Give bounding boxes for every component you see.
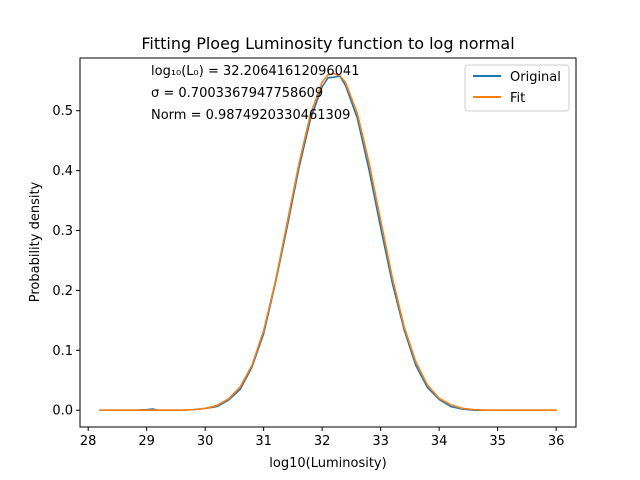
x-tick-label: 30 <box>197 434 214 449</box>
plot-frame <box>79 57 577 428</box>
x-tick-label: 29 <box>138 434 155 449</box>
y-tick-label: 0.1 <box>52 344 73 359</box>
x-tick-label: 32 <box>314 434 331 449</box>
x-tick-label: 28 <box>80 434 97 449</box>
annotation-norm: Norm = 0.9874920330461309 <box>151 108 350 123</box>
x-axis: 28 29 30 31 32 33 34 35 36 <box>80 427 564 449</box>
chart-title: Fitting Ploeg Luminosity function to log… <box>141 34 514 53</box>
y-tick-label: 0.3 <box>52 224 73 239</box>
annotation-sigma: σ = 0.7003367947758609 <box>151 86 323 101</box>
x-tick-label: 33 <box>372 434 389 449</box>
y-axis: 0.0 0.1 0.2 0.3 0.4 0.5 <box>52 104 80 419</box>
series-line-original <box>99 75 557 412</box>
legend-label-original: Original <box>510 70 561 85</box>
x-tick-label: 34 <box>431 434 448 449</box>
y-tick-label: 0.4 <box>52 164 73 179</box>
y-tick-label: 0.5 <box>52 104 73 119</box>
x-tick-label: 35 <box>489 434 506 449</box>
annotation-log-l0: log₁₀(L₀) = 32.20641612096041 <box>151 64 359 79</box>
x-tick-label: 36 <box>548 434 565 449</box>
plot-lines <box>99 72 557 412</box>
legend: Original Fit <box>464 64 570 112</box>
x-tick-label: 31 <box>255 434 272 449</box>
y-axis-label: Probability density <box>28 181 43 302</box>
x-axis-label: log10(Luminosity) <box>269 456 386 471</box>
legend-label-fit: Fit <box>510 91 525 106</box>
y-tick-label: 0.0 <box>52 404 73 419</box>
series-line-fit <box>99 72 557 412</box>
y-tick-label: 0.2 <box>52 284 73 299</box>
